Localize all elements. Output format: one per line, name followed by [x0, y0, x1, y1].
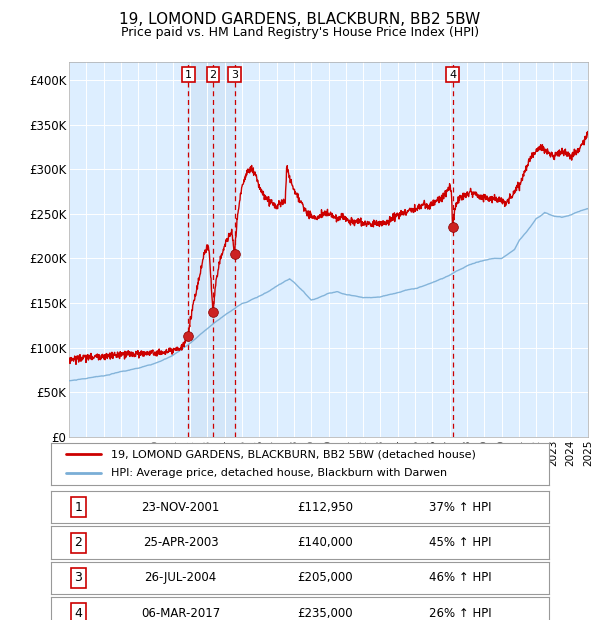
- Text: 3: 3: [231, 69, 238, 79]
- Text: £140,000: £140,000: [297, 536, 353, 549]
- Text: 1: 1: [185, 69, 192, 79]
- Text: 4: 4: [449, 69, 456, 79]
- Text: £235,000: £235,000: [297, 607, 353, 619]
- Text: 4: 4: [74, 607, 82, 619]
- Text: 2: 2: [209, 69, 217, 79]
- Text: 46% ↑ HPI: 46% ↑ HPI: [430, 572, 492, 584]
- Text: 23-NOV-2001: 23-NOV-2001: [141, 501, 220, 513]
- Text: 3: 3: [74, 572, 82, 584]
- Text: 19, LOMOND GARDENS, BLACKBURN, BB2 5BW: 19, LOMOND GARDENS, BLACKBURN, BB2 5BW: [119, 12, 481, 27]
- Text: Price paid vs. HM Land Registry's House Price Index (HPI): Price paid vs. HM Land Registry's House …: [121, 26, 479, 39]
- Text: 37% ↑ HPI: 37% ↑ HPI: [430, 501, 492, 513]
- Text: 2: 2: [74, 536, 82, 549]
- Text: 25-APR-2003: 25-APR-2003: [143, 536, 218, 549]
- Text: 45% ↑ HPI: 45% ↑ HPI: [430, 536, 492, 549]
- Text: 1: 1: [74, 501, 82, 513]
- Text: HPI: Average price, detached house, Blackburn with Darwen: HPI: Average price, detached house, Blac…: [111, 468, 447, 478]
- Text: 19, LOMOND GARDENS, BLACKBURN, BB2 5BW (detached house): 19, LOMOND GARDENS, BLACKBURN, BB2 5BW (…: [111, 450, 476, 459]
- Bar: [188, 62, 235, 437]
- Text: £112,950: £112,950: [297, 501, 353, 513]
- Text: 06-MAR-2017: 06-MAR-2017: [141, 607, 220, 619]
- Text: 26-JUL-2004: 26-JUL-2004: [145, 572, 217, 584]
- Text: £205,000: £205,000: [297, 572, 353, 584]
- Text: 26% ↑ HPI: 26% ↑ HPI: [430, 607, 492, 619]
